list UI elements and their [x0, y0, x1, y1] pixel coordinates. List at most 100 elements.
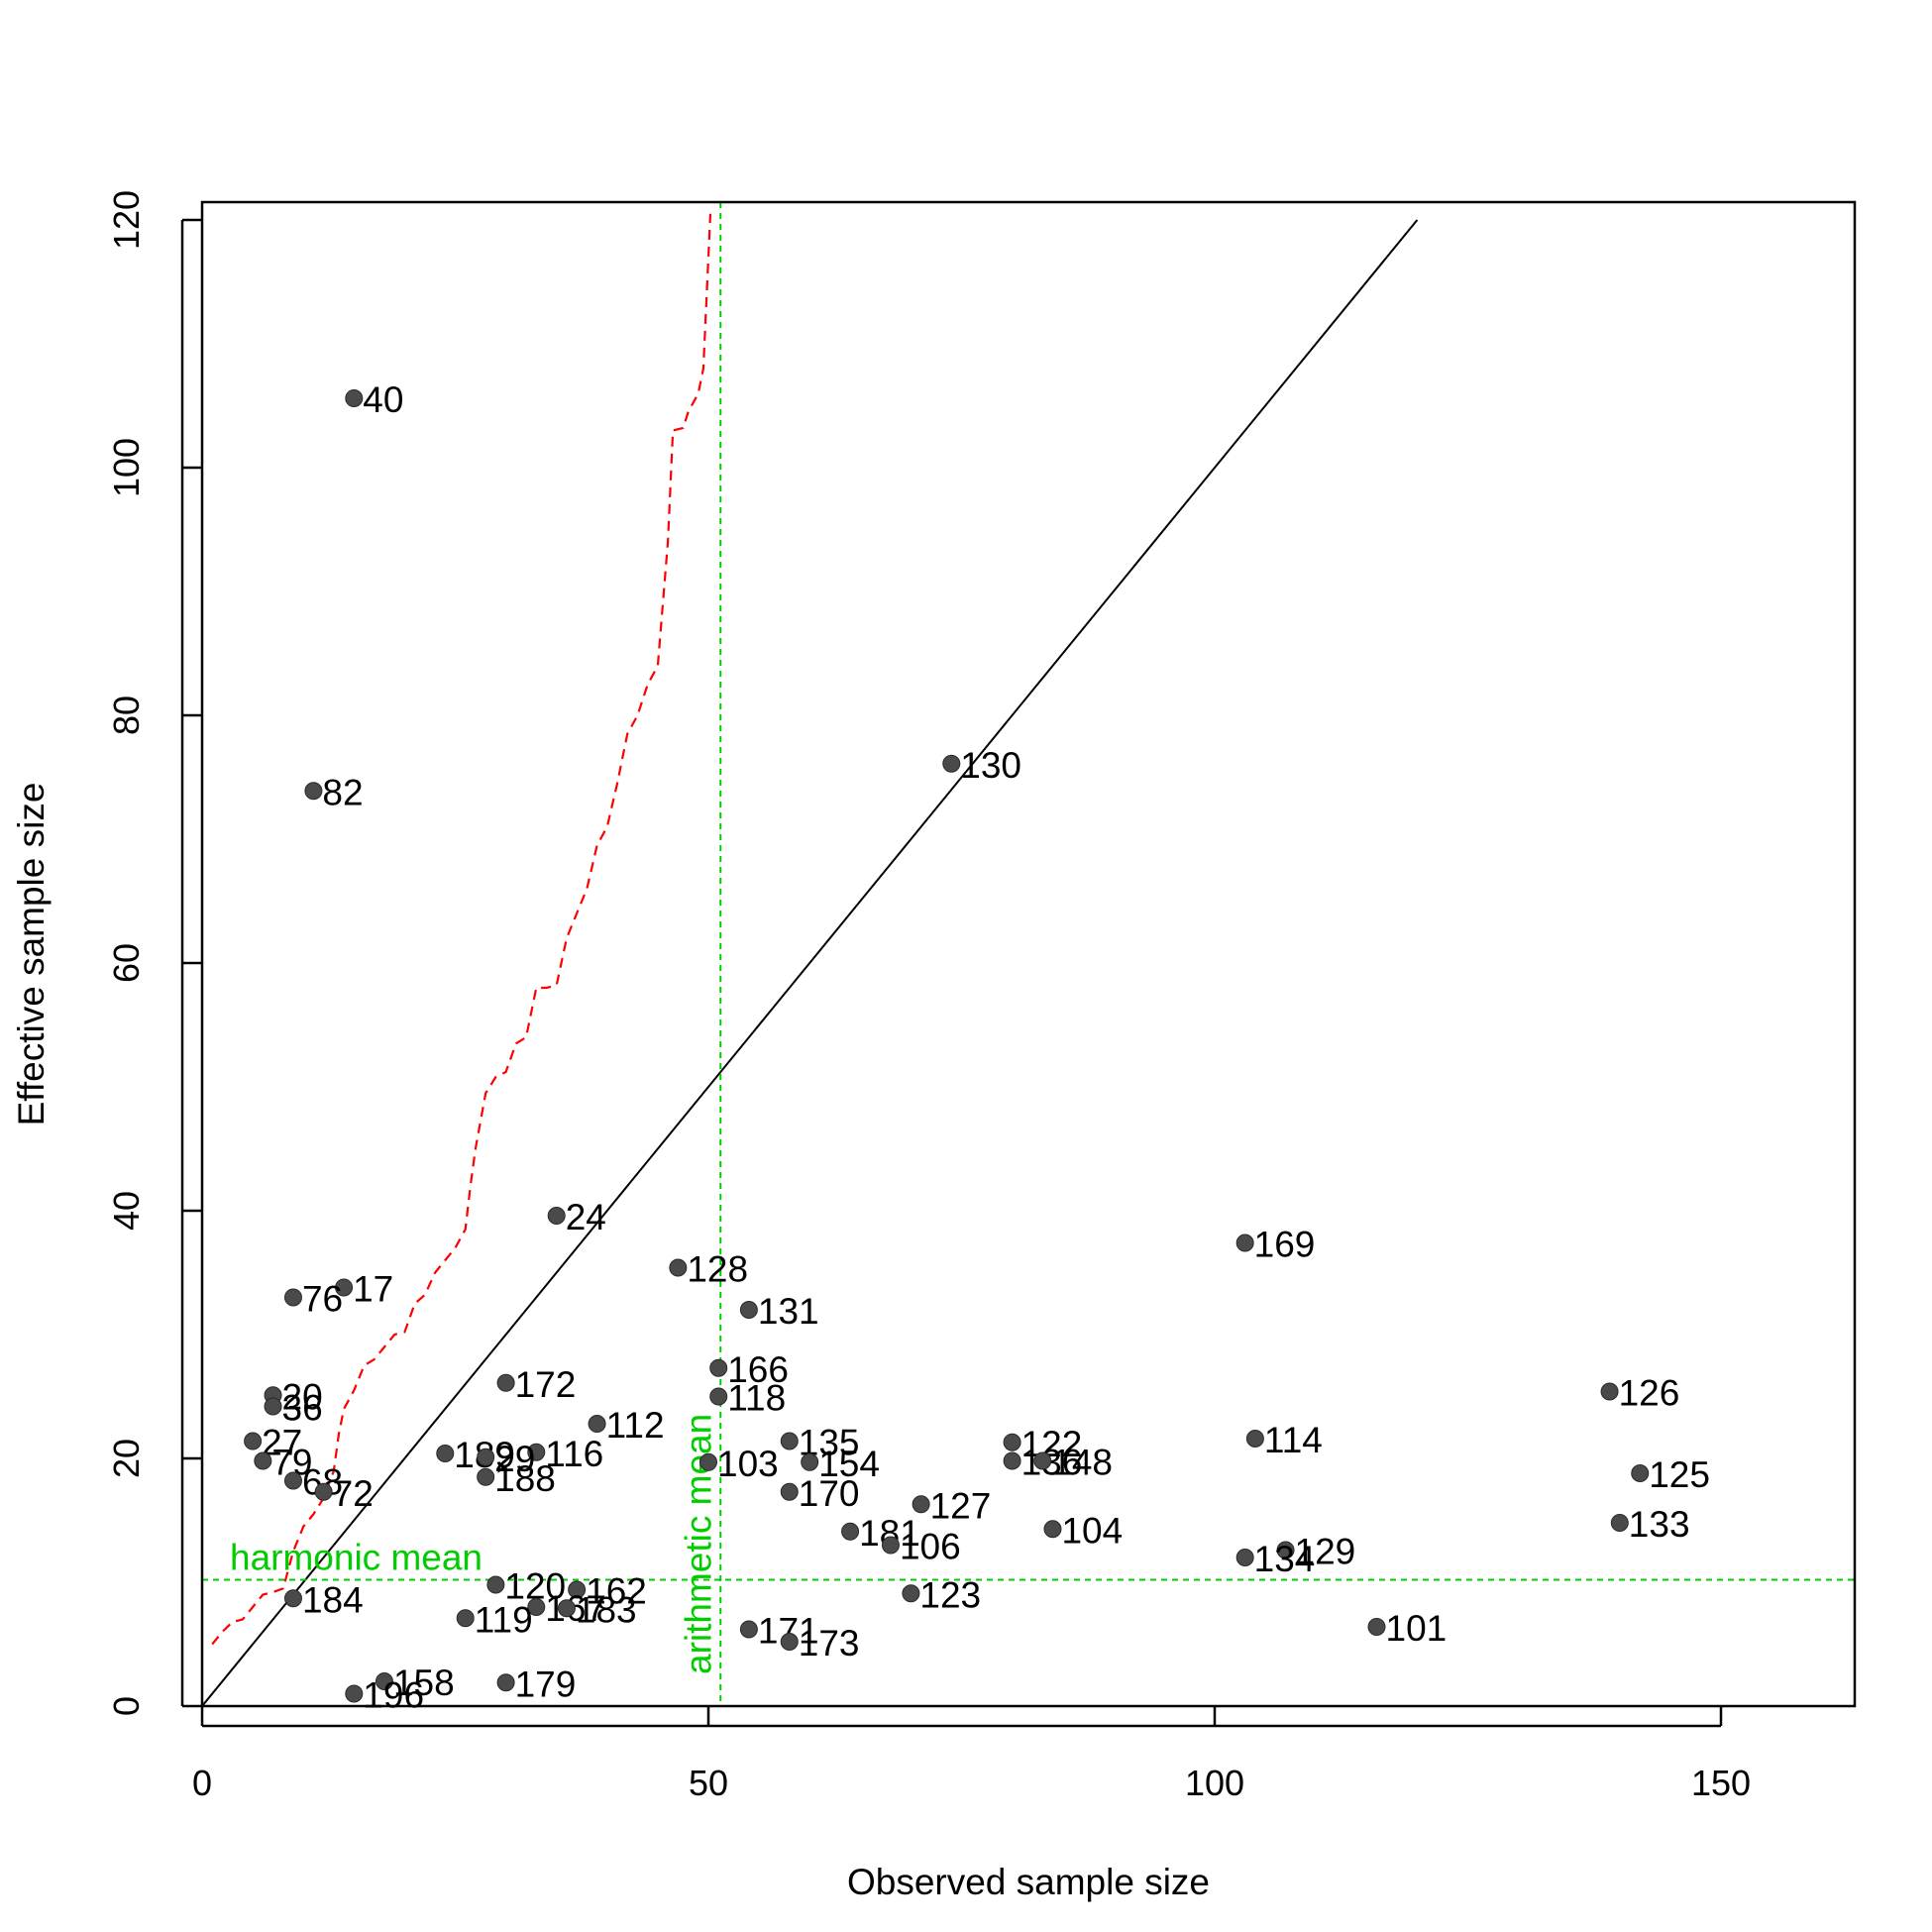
- data-point: [1610, 1514, 1629, 1532]
- point-label: 196: [363, 1675, 424, 1716]
- y-tick-label: 100: [106, 438, 147, 497]
- point-label: 130: [960, 745, 1021, 786]
- point-label: 127: [930, 1485, 992, 1526]
- point-label: 114: [1264, 1420, 1323, 1460]
- point-label: 172: [515, 1364, 577, 1405]
- point-label: 183: [576, 1589, 637, 1630]
- data-point: [527, 1598, 546, 1616]
- point-label: 169: [1254, 1225, 1316, 1265]
- point-label: 167: [545, 1588, 606, 1629]
- data-point: [739, 1620, 758, 1639]
- data-point: [496, 1673, 515, 1692]
- point-label: 136: [1021, 1443, 1083, 1483]
- point-label: 103: [717, 1444, 779, 1484]
- data-point: [568, 1580, 587, 1599]
- data-point: [1276, 1541, 1295, 1559]
- point-label: 128: [687, 1249, 748, 1290]
- x-tick-label: 50: [689, 1763, 728, 1803]
- point-label: 36: [282, 1388, 323, 1429]
- point-label: 123: [919, 1574, 981, 1615]
- point-label: 162: [586, 1571, 647, 1612]
- markers-layer: harmonic mean arithmetic mean 40 82 130 24 169…: [230, 379, 1710, 1716]
- point-label: 154: [818, 1444, 880, 1484]
- data-point: [283, 1288, 302, 1307]
- data-point: [547, 1207, 566, 1225]
- data-point: [841, 1522, 860, 1541]
- data-point: [557, 1599, 576, 1618]
- identity-line: [202, 219, 1419, 1706]
- plot-data-layer: [202, 202, 1855, 1706]
- point-label: 116: [545, 1434, 603, 1474]
- data-point: [477, 1467, 495, 1486]
- data-point: [1003, 1451, 1021, 1470]
- x-tick-label: 150: [1691, 1763, 1751, 1803]
- point-label: 119: [475, 1599, 533, 1640]
- data-point: [1367, 1618, 1386, 1636]
- data-point: [739, 1301, 758, 1319]
- data-point: [436, 1445, 455, 1462]
- plot-frame: [200, 200, 1857, 1708]
- y-axis-title: Effective sample size: [11, 783, 52, 1127]
- point-label: 82: [322, 772, 363, 812]
- data-point: [304, 782, 323, 801]
- point-label: 166: [727, 1349, 789, 1390]
- data-point: [709, 1387, 728, 1406]
- y-tick-label: 60: [106, 943, 147, 983]
- point-label: 188: [494, 1458, 556, 1499]
- data-point: [669, 1258, 688, 1277]
- data-point: [588, 1415, 606, 1433]
- data-point: [1235, 1549, 1254, 1566]
- data-point: [486, 1575, 505, 1594]
- data-point: [1003, 1433, 1021, 1451]
- point-label: 24: [566, 1197, 606, 1237]
- data-point: [283, 1471, 302, 1490]
- data-point: [942, 754, 961, 773]
- data-point: [335, 1278, 354, 1297]
- point-label: 122: [1021, 1424, 1083, 1464]
- data-point: [1631, 1464, 1650, 1482]
- point-label: 40: [363, 379, 403, 420]
- data-point: [496, 1373, 515, 1392]
- y-tick-label: 20: [106, 1439, 147, 1478]
- point-label: 179: [515, 1664, 577, 1704]
- point-label: 170: [799, 1473, 860, 1514]
- y-tick-label: 80: [106, 696, 147, 735]
- point-label: 125: [1649, 1454, 1710, 1495]
- point-label: 134: [1254, 1539, 1316, 1579]
- y-tick-label: 120: [106, 190, 147, 250]
- y-tick-label: 40: [106, 1191, 147, 1231]
- data-point: [1043, 1520, 1062, 1539]
- point-label: 184: [302, 1579, 364, 1620]
- harmonic-mean-label: harmonic mean: [230, 1538, 483, 1578]
- point-label: 20: [282, 1376, 323, 1417]
- data-point: [780, 1633, 799, 1651]
- data-point: [801, 1452, 819, 1471]
- data-point: [283, 1589, 302, 1608]
- data-point: [456, 1609, 475, 1628]
- data-point: [1245, 1430, 1264, 1448]
- data-point: [375, 1672, 393, 1690]
- point-label: 173: [799, 1623, 860, 1664]
- arithmetic-mean-label: arithmetic mean: [678, 1414, 718, 1674]
- point-label: 72: [333, 1473, 374, 1514]
- data-point: [345, 1684, 364, 1703]
- data-point: [314, 1482, 333, 1501]
- data-point: [699, 1452, 717, 1471]
- data-point: [780, 1432, 799, 1450]
- point-label: 118: [727, 1378, 786, 1419]
- axes-layer: 0 50 100 150 0 20 40 60 80 100 120: [106, 190, 1751, 1803]
- x-axis-title: Observed sample size: [847, 1862, 1210, 1902]
- data-point: [1235, 1234, 1254, 1252]
- data-point: [527, 1443, 546, 1461]
- data-point: [254, 1451, 272, 1470]
- y-tick-label: 0: [106, 1696, 147, 1716]
- data-point: [1600, 1382, 1619, 1401]
- data-point: [881, 1536, 900, 1555]
- data-point: [902, 1584, 920, 1603]
- x-tick-label: 100: [1185, 1763, 1244, 1803]
- data-point: [345, 389, 364, 407]
- data-point: [780, 1482, 799, 1501]
- quantile-curve: [211, 213, 712, 1646]
- point-label: 158: [393, 1663, 455, 1703]
